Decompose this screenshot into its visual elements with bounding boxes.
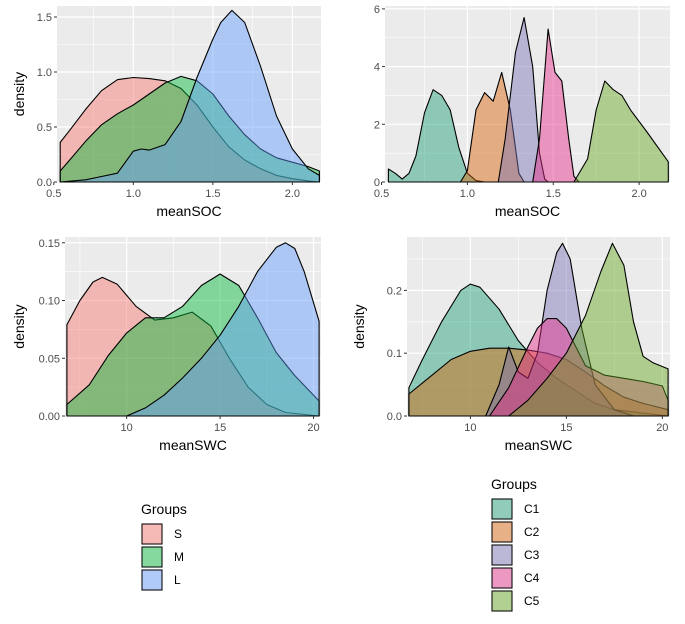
y-tick-label: 2 xyxy=(374,119,380,131)
x-tick-label: 1.0 xyxy=(460,188,475,200)
x-tick-label: 10 xyxy=(464,422,476,434)
x-tick-label: 15 xyxy=(560,422,572,434)
legend-swatch-c1 xyxy=(491,498,513,520)
density-area-s xyxy=(66,276,320,417)
y-tick-label: 0.1 xyxy=(387,348,402,360)
y-axis-label: density xyxy=(11,72,27,116)
legend-key-background xyxy=(141,569,163,591)
legend-key-background xyxy=(491,521,513,543)
plot-background xyxy=(57,6,321,182)
legend-sml: Groups SML xyxy=(141,501,187,591)
legend-swatch-c2 xyxy=(491,521,513,543)
y-tick-label: 0.10 xyxy=(39,296,60,308)
x-tick-label: 0.5 xyxy=(46,188,61,200)
x-tick-label: 20 xyxy=(307,422,319,434)
y-tick-label: 0 xyxy=(374,177,380,189)
density-area-l xyxy=(126,242,320,417)
legend-label-c4: C4 xyxy=(524,571,540,585)
legend-key-background xyxy=(491,567,513,589)
y-tick-label: 1.0 xyxy=(37,67,52,79)
density-area-c4 xyxy=(532,28,580,183)
y-axis-label: density xyxy=(11,304,27,348)
legend-key-background xyxy=(141,523,163,545)
legend-key-background xyxy=(491,544,513,566)
density-area-c5 xyxy=(508,242,669,417)
legend-label-m: M xyxy=(174,550,184,564)
density-area-c2 xyxy=(459,71,525,183)
panel-meanswc-sml: 10 15 20 0.00 0.05 0.10 0.15 meanSWC density xyxy=(11,237,321,453)
x-axis-label: meanSWC xyxy=(505,437,573,453)
y-tick-label: 0.2 xyxy=(387,285,402,297)
density-area-c1 xyxy=(387,89,486,183)
legend-swatch-l xyxy=(141,569,163,591)
x-tick-label: 2.0 xyxy=(631,188,646,200)
legend-swatch-c4 xyxy=(491,567,513,589)
legend-swatch-c3 xyxy=(491,544,513,566)
y-tick-label: 0.15 xyxy=(39,238,60,250)
density-area-l xyxy=(59,9,320,183)
legend-swatch-m xyxy=(141,546,163,568)
panel-meanswc-c: 10 15 20 0.0 0.1 0.2 meanSWC density xyxy=(351,237,670,453)
density-area-m xyxy=(66,273,320,417)
legend-title: Groups xyxy=(141,501,187,517)
legend-label-l: L xyxy=(174,573,181,587)
x-tick-label: 1.5 xyxy=(546,188,561,200)
x-tick-label: 15 xyxy=(214,422,226,434)
density-area-s xyxy=(59,76,320,183)
legend-key-background xyxy=(141,546,163,568)
legend-label-c2: C2 xyxy=(524,525,540,539)
legend-label-c3: C3 xyxy=(524,548,540,562)
density-area-c5 xyxy=(573,80,669,183)
y-axis-label: density xyxy=(351,304,367,348)
legend-key-background xyxy=(491,498,513,520)
x-axis-label: meanSWC xyxy=(159,437,227,453)
y-tick-label: 0.0 xyxy=(37,177,52,189)
density-area-c1 xyxy=(408,283,669,417)
density-area-c4 xyxy=(488,318,669,417)
x-axis-label: meanSOC xyxy=(156,203,221,219)
y-tick-label: 1.5 xyxy=(37,12,52,24)
legend-swatch-c5 xyxy=(491,590,513,612)
density-area-m xyxy=(59,75,320,183)
density-area-c3 xyxy=(497,16,549,183)
legend-swatch-s xyxy=(141,523,163,545)
density-area-c3 xyxy=(485,242,635,417)
legend-c: Groups C1 C2 C3 C4 C5 xyxy=(491,476,540,612)
plot-background xyxy=(65,237,321,416)
y-tick-label: 0.5 xyxy=(37,122,52,134)
y-tick-label: 0.05 xyxy=(39,353,60,365)
legend-label-c1: C1 xyxy=(524,502,540,516)
y-tick-label: 0.00 xyxy=(39,411,60,423)
panel-meansoc-c: 0.5 1.0 1.5 2.0 0 2 4 6 meanSOC xyxy=(374,4,670,219)
x-tick-label: 1.0 xyxy=(126,188,141,200)
y-tick-label: 0.0 xyxy=(387,411,402,423)
y-tick-label: 4 xyxy=(374,62,380,74)
density-area-c2 xyxy=(408,347,669,417)
legend-label-s: S xyxy=(174,527,182,541)
legend-label-c5: C5 xyxy=(524,594,540,608)
x-tick-label: 10 xyxy=(121,422,133,434)
x-axis-label: meanSOC xyxy=(495,203,560,219)
legend-title: Groups xyxy=(491,476,537,492)
x-tick-label: 2.0 xyxy=(285,188,300,200)
legend-key-background xyxy=(491,590,513,612)
y-tick-label: 6 xyxy=(374,4,380,16)
x-tick-label: 0.5 xyxy=(374,188,389,200)
x-tick-label: 20 xyxy=(656,422,668,434)
x-tick-label: 1.5 xyxy=(205,188,220,200)
